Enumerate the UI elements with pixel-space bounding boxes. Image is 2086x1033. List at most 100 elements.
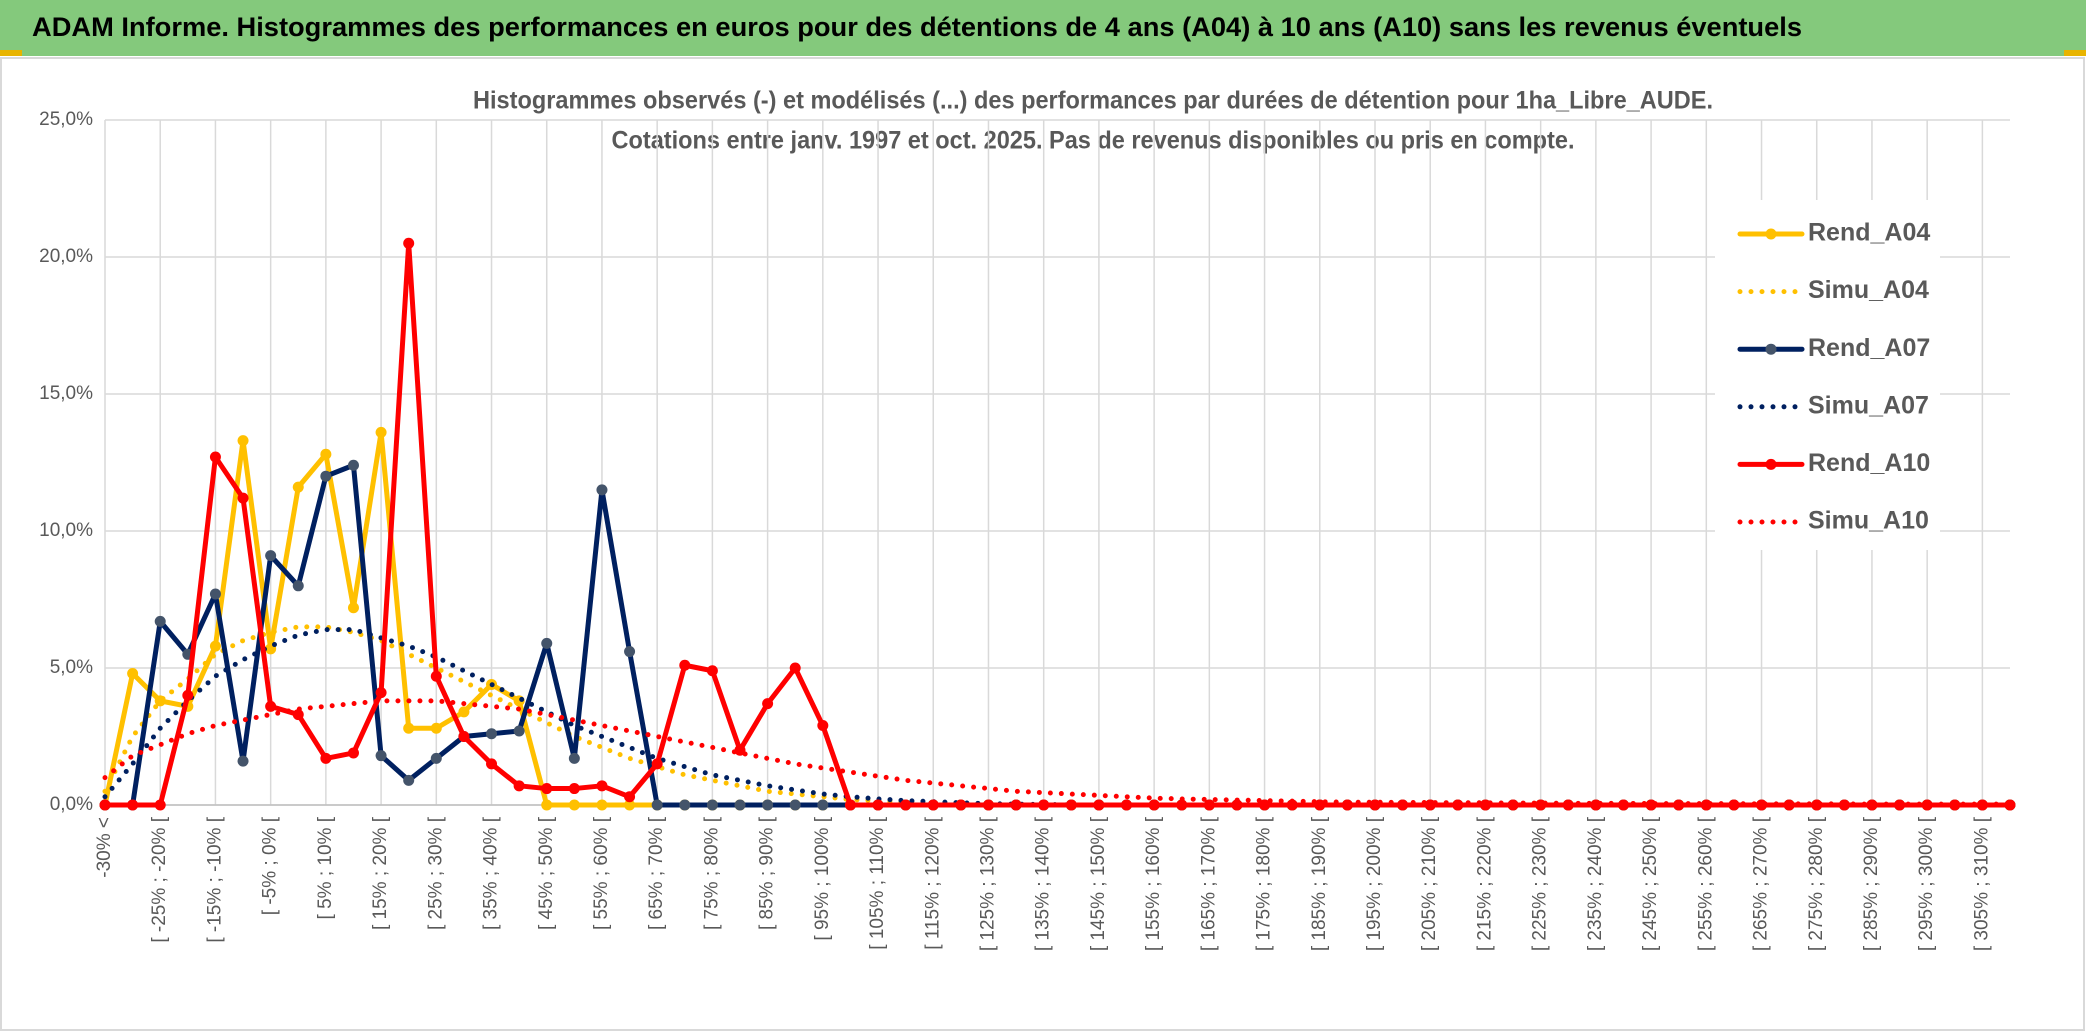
x-tick-label: [ 95% ; 100% [ (812, 816, 833, 940)
point (1065, 799, 1077, 811)
x-tick-label: [ -15% ; -10% [ (204, 816, 225, 942)
legend-marker (1765, 458, 1777, 470)
point (872, 799, 884, 811)
point (375, 687, 387, 699)
point (1038, 799, 1050, 811)
point (1341, 799, 1353, 811)
point (1259, 799, 1271, 811)
point (734, 744, 746, 756)
x-tick-label: [ 185% ; 190% [ (1309, 816, 1330, 951)
point (347, 747, 359, 759)
point (927, 799, 939, 811)
point (1203, 799, 1215, 811)
point (375, 426, 387, 438)
point (1093, 799, 1105, 811)
legend-marker (1765, 228, 1777, 240)
chart-title: Histogrammes observés (-) et modélisés (… (473, 87, 1713, 115)
point (458, 731, 470, 742)
point (1148, 799, 1160, 811)
point (99, 799, 111, 811)
x-tick-label: [ 135% ; 140% [ (1033, 816, 1054, 951)
x-tick-label: [ 115% ; 120% [ (922, 816, 943, 949)
point (817, 799, 829, 811)
corner-mark (2064, 50, 2086, 56)
title-backdrop (467, 84, 1719, 117)
point (734, 799, 746, 811)
legend-marker (1765, 343, 1777, 355)
point (292, 709, 304, 721)
point (403, 237, 415, 249)
x-tick-label: [ 35% ; 40% [ (481, 816, 502, 930)
point (209, 451, 221, 463)
y-tick-label: 10,0% (39, 520, 93, 541)
point (541, 637, 553, 649)
x-tick-label: [ 45% ; 50% [ (536, 816, 557, 930)
x-tick-label: [ 85% ; 90% [ (757, 816, 778, 930)
point (1231, 799, 1243, 811)
point (762, 698, 774, 710)
x-tick-label: [ 55% ; 60% [ (591, 816, 612, 930)
x-tick-label: [ 165% ; 170% [ (1198, 816, 1219, 951)
chart-subtitle: Cotations entre janv. 1997 et oct. 2025.… (612, 127, 1575, 155)
corner-mark (0, 50, 22, 56)
point (430, 752, 442, 764)
y-tick-label: 5,0% (50, 657, 93, 678)
point (541, 799, 553, 811)
point (127, 799, 139, 811)
point (1121, 799, 1133, 811)
point (265, 550, 277, 562)
point (237, 492, 249, 504)
legend-label: Rend_A07 (1808, 334, 1930, 362)
chart-border (0, 57, 2085, 1031)
point (789, 662, 801, 674)
point (596, 484, 608, 496)
point (430, 722, 442, 734)
point (458, 706, 470, 718)
point (651, 799, 663, 811)
point (651, 758, 663, 770)
point (679, 799, 691, 811)
y-tick-label: 15,0% (39, 383, 93, 404)
x-tick-label: [ 265% ; 270% [ (1751, 816, 1772, 951)
x-tick-label: [ -25% ; -20% [ (149, 816, 170, 942)
point (513, 725, 525, 737)
legend-label: Simu_A04 (1808, 276, 1929, 304)
x-tick-label: [ 155% ; 160% [ (1143, 816, 1164, 951)
point (209, 640, 221, 652)
point (237, 755, 249, 767)
x-tick-label: [ 235% ; 240% [ (1585, 816, 1606, 951)
x-tick-label: [ 145% ; 150% [ (1088, 816, 1109, 951)
point (320, 448, 332, 460)
point (568, 752, 580, 764)
x-tick-label: [ 205% ; 210% [ (1419, 816, 1440, 951)
point (596, 780, 608, 792)
y-tick-label: 25,0% (39, 109, 93, 130)
x-tick-label: [ 225% ; 230% [ (1530, 816, 1551, 951)
point (347, 459, 359, 471)
point (596, 799, 608, 811)
x-tick-label: [ 65% ; 70% [ (646, 816, 667, 930)
point (486, 758, 498, 770)
legend-label: Rend_A04 (1808, 219, 1930, 247)
x-tick-label: [ 245% ; 250% [ (1640, 816, 1661, 951)
point (486, 728, 498, 740)
point (624, 799, 636, 811)
observed-line (102, 240, 2013, 808)
point (568, 783, 580, 795)
x-tick-label: [ 25% ; 30% [ (425, 816, 446, 930)
point (320, 470, 332, 482)
point (375, 750, 387, 762)
point (403, 774, 415, 786)
point (430, 670, 442, 682)
legend-label: Rend_A10 (1808, 449, 1930, 477)
point (541, 783, 553, 795)
x-tick-label: [ 285% ; 290% [ (1861, 816, 1882, 951)
x-tick-label: [ -5% ; 0% [ (260, 816, 281, 915)
x-tick-label: [ 295% ; 300% [ (1916, 816, 1937, 951)
point (982, 799, 994, 811)
point (706, 799, 718, 811)
point (955, 799, 967, 811)
x-tick-label: [ 305% ; 310% [ (1971, 816, 1992, 951)
point (320, 752, 332, 764)
